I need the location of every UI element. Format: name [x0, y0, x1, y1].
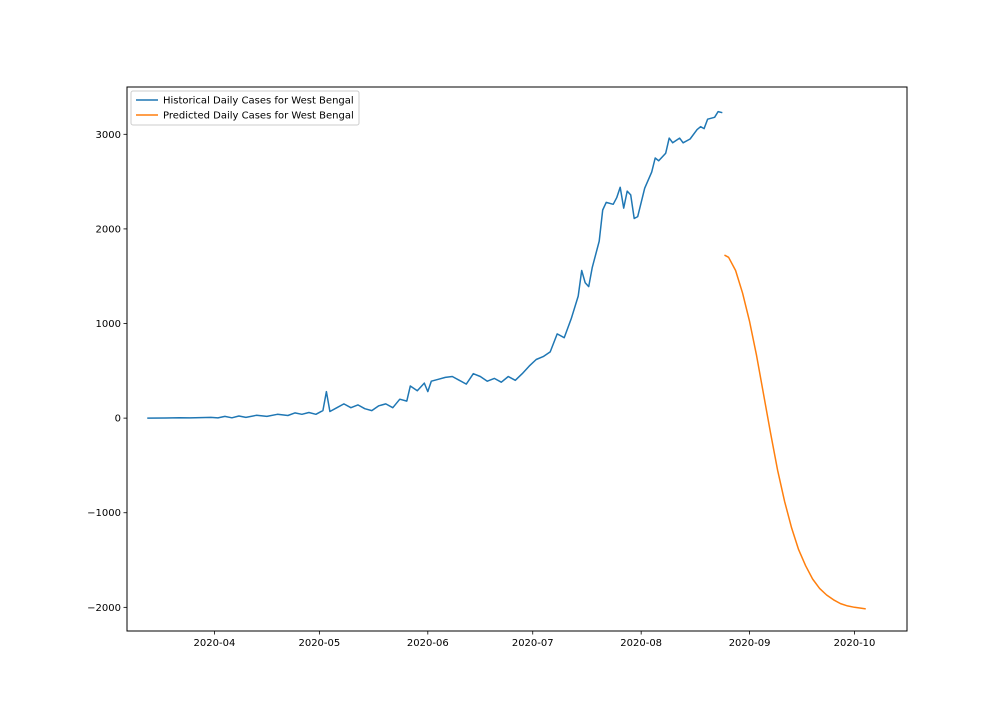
- plot-area-frame: [126, 86, 908, 632]
- legend-label-predicted: Predicted Daily Cases for West Bengal: [163, 111, 354, 122]
- x-axis: 2020-04 2020-05 2020-06 2020-07 2020-08 2020-…: [194, 631, 876, 649]
- x-tick-label: 2020-09: [729, 638, 771, 649]
- y-tick-label: −2000: [87, 603, 121, 614]
- y-axis: −2000 −1000 0 1000 2000 3000: [87, 130, 127, 614]
- x-tick-label: 2020-06: [407, 638, 449, 649]
- y-tick-label: 2000: [96, 224, 121, 235]
- series-line-1: [724, 254, 866, 610]
- legend-label-historical: Historical Daily Cases for West Bengal: [163, 96, 354, 107]
- y-tick-label: 0: [115, 414, 121, 425]
- x-tick-label: 2020-05: [298, 638, 340, 649]
- legend: Historical Daily Cases for West Bengal P…: [130, 90, 360, 126]
- x-tick-label: 2020-10: [834, 638, 876, 649]
- y-tick-label: −1000: [87, 508, 121, 519]
- series-line-0: [147, 110, 723, 419]
- x-tick-label: 2020-04: [194, 638, 236, 649]
- x-tick-label: 2020-07: [512, 638, 554, 649]
- x-tick-label: 2020-08: [620, 638, 662, 649]
- legend-box: [130, 90, 360, 126]
- series-layer: [147, 110, 866, 610]
- y-tick-label: 1000: [96, 319, 121, 330]
- y-tick-label: 3000: [96, 130, 121, 141]
